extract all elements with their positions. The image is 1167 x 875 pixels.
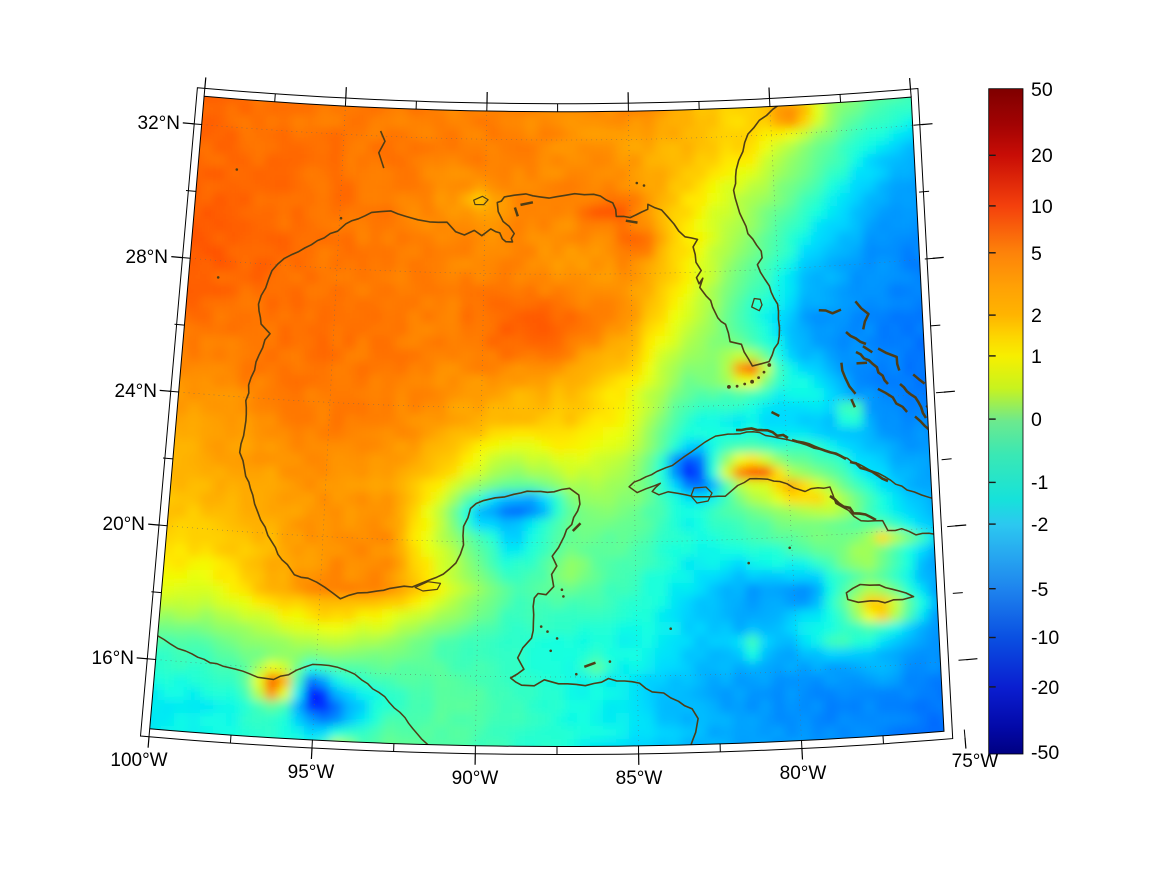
svg-text:80°W: 80°W — [780, 763, 827, 784]
svg-text:32°N: 32°N — [138, 113, 180, 134]
svg-text:5: 5 — [1031, 243, 1042, 265]
svg-text:85°W: 85°W — [616, 768, 663, 789]
svg-text:2: 2 — [1031, 305, 1042, 327]
svg-text:-50: -50 — [1031, 742, 1059, 764]
svg-text:20°N: 20°N — [103, 514, 145, 535]
svg-text:20: 20 — [1031, 145, 1053, 167]
svg-text:100°W: 100°W — [110, 750, 167, 771]
svg-text:0: 0 — [1031, 409, 1042, 431]
svg-text:-2: -2 — [1031, 514, 1048, 536]
svg-text:-10: -10 — [1031, 627, 1059, 649]
svg-text:28°N: 28°N — [126, 247, 168, 268]
svg-text:75°W: 75°W — [952, 751, 999, 772]
svg-text:16°N: 16°N — [92, 648, 134, 669]
svg-text:1: 1 — [1031, 346, 1042, 368]
svg-text:-20: -20 — [1031, 677, 1059, 699]
svg-text:50: 50 — [1031, 79, 1053, 101]
svg-text:24°N: 24°N — [115, 381, 157, 402]
svg-text:90°W: 90°W — [452, 768, 499, 789]
svg-text:-5: -5 — [1031, 579, 1048, 601]
svg-text:-1: -1 — [1031, 472, 1048, 494]
svg-text:10: 10 — [1031, 196, 1053, 218]
svg-text:95°W: 95°W — [288, 762, 335, 783]
